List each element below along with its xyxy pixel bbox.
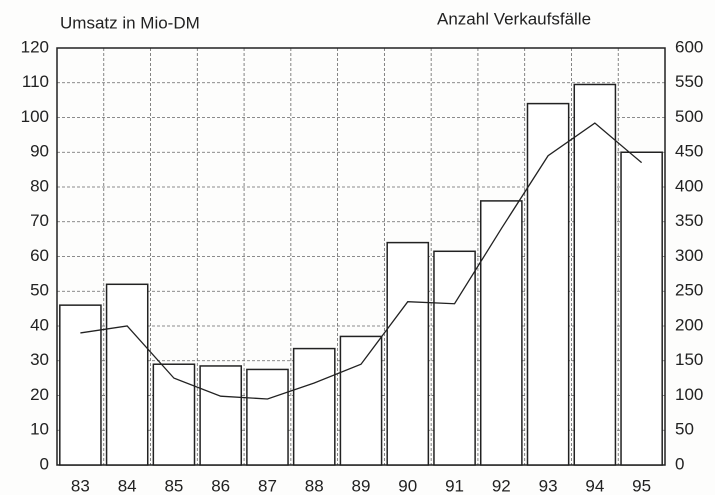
bar (433, 250, 476, 466)
y2-tick-label: 200 (675, 315, 703, 334)
x-tick-label: 91 (445, 476, 464, 495)
y-tick-label: 20 (30, 385, 49, 404)
y2-tick-label: 100 (675, 385, 703, 404)
y2-tick-label: 150 (675, 350, 703, 369)
bar (59, 304, 102, 466)
y-tick-label: 0 (40, 454, 49, 473)
bar (152, 363, 196, 466)
y2-axis-title: Anzahl Verkaufsfälle (437, 9, 591, 28)
bar (246, 368, 289, 466)
y-tick-label: 80 (30, 176, 49, 195)
x-tick-label: 90 (398, 476, 417, 495)
y2-tick-label: 350 (675, 211, 703, 230)
x-tick-label: 84 (118, 476, 137, 495)
y-tick-label: 70 (30, 211, 49, 230)
x-tick-label: 87 (258, 476, 277, 495)
y2-tick-label: 250 (675, 281, 703, 300)
y2-tick-label: 500 (675, 107, 703, 126)
x-tick-label: 93 (539, 476, 558, 495)
x-tick-label: 85 (164, 476, 183, 495)
y-tick-label: 90 (30, 142, 49, 161)
bar (386, 241, 430, 466)
y-tick-label: 100 (21, 107, 49, 126)
y-tick-label: 60 (30, 246, 49, 265)
y2-tick-label: 300 (675, 246, 703, 265)
x-tick-label: 94 (585, 476, 604, 495)
x-tick-label: 83 (71, 476, 90, 495)
bar (620, 151, 663, 466)
bar (526, 102, 570, 466)
bar (199, 365, 243, 466)
bar (339, 335, 383, 466)
y-tick-label: 120 (21, 37, 49, 56)
y-axis-title: Umsatz in Mio-DM (60, 13, 200, 32)
x-tick-label: 88 (305, 476, 324, 495)
y-tick-label: 30 (30, 350, 49, 369)
x-tick-label: 92 (492, 476, 511, 495)
bar (292, 347, 336, 466)
bar (105, 283, 149, 466)
line (80, 122, 643, 400)
y-tick-label: 40 (30, 315, 49, 334)
y2-tick-label: 600 (675, 37, 703, 56)
y2-tick-label: 450 (675, 142, 703, 161)
y-tick-label: 50 (30, 281, 49, 300)
y-tick-label: 110 (22, 72, 49, 91)
y-tick-label: 10 (30, 420, 49, 439)
y2-tick-label: 0 (675, 454, 684, 473)
x-tick-label: 95 (632, 476, 651, 495)
y2-tick-label: 400 (675, 176, 703, 195)
y2-tick-label: 550 (675, 72, 703, 91)
y2-tick-label: 50 (675, 420, 694, 439)
x-tick-label: 86 (211, 476, 230, 495)
x-tick-label: 89 (352, 476, 371, 495)
bar (479, 200, 523, 466)
bar (573, 83, 617, 466)
